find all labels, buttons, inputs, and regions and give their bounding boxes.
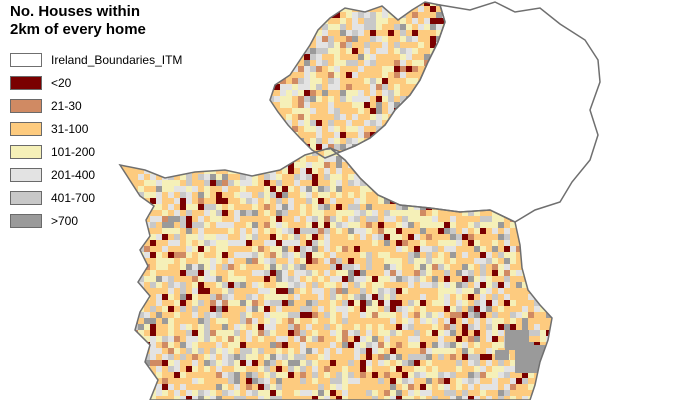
legend-label-boundary: Ireland_Boundaries_ITM <box>51 52 183 67</box>
legend-item-boundary: Ireland_Boundaries_ITM <box>10 48 182 71</box>
legend-label-21-30: 21-30 <box>51 98 82 113</box>
legend-item-gt700: >700 <box>10 209 182 232</box>
legend-label-lt20: <20 <box>51 75 72 90</box>
legend: Ireland_Boundaries_ITM <20 21-30 31-100 … <box>10 48 182 232</box>
legend-item-31-100: 31-100 <box>10 117 182 140</box>
legend-swatch-lt20 <box>10 75 42 90</box>
legend-label-201-400: 201-400 <box>51 167 96 182</box>
map-title: No. Houses within 2km of every home <box>10 3 146 39</box>
legend-item-lt20: <20 <box>10 71 182 94</box>
legend-swatch-21-30 <box>10 98 42 113</box>
legend-swatch-401-700 <box>10 190 42 205</box>
legend-item-401-700: 401-700 <box>10 186 182 209</box>
legend-swatch-201-400 <box>10 167 42 182</box>
legend-swatch-boundary <box>10 52 42 67</box>
legend-item-21-30: 21-30 <box>10 94 182 117</box>
legend-item-201-400: 201-400 <box>10 163 182 186</box>
legend-swatch-101-200 <box>10 144 42 159</box>
legend-swatch-31-100 <box>10 121 42 136</box>
legend-item-101-200: 101-200 <box>10 140 182 163</box>
map-title-line-1: No. Houses within <box>10 3 141 20</box>
map-title-line-2: 2km of every home <box>10 21 146 38</box>
legend-label-gt700: >700 <box>51 213 79 228</box>
legend-label-101-200: 101-200 <box>51 144 96 159</box>
legend-swatch-gt700 <box>10 213 42 228</box>
legend-label-401-700: 401-700 <box>51 190 96 205</box>
legend-label-31-100: 31-100 <box>51 121 89 136</box>
